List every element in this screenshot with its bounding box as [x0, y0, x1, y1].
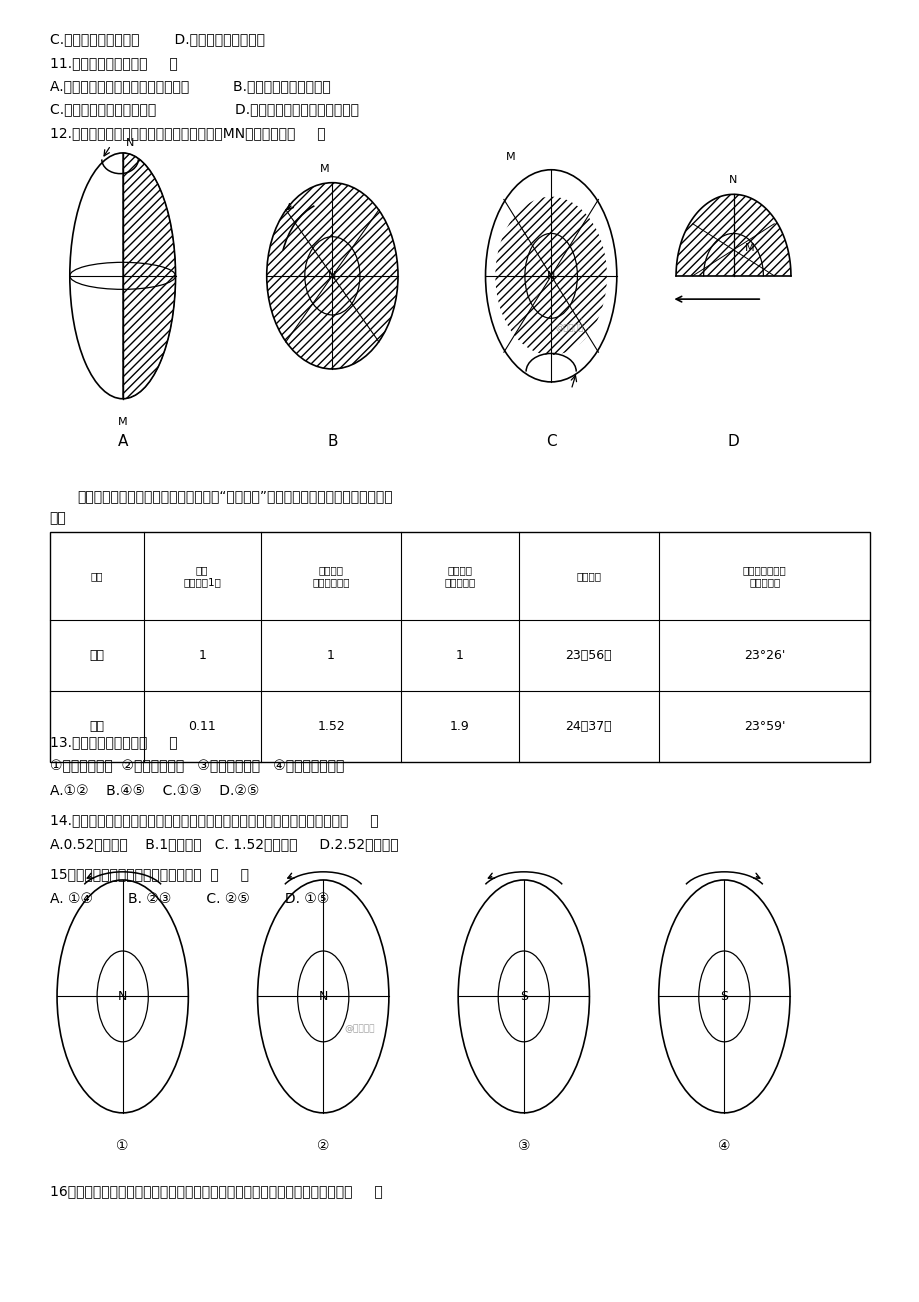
Text: 23°26': 23°26' — [743, 648, 785, 661]
Text: 1: 1 — [198, 648, 206, 661]
Text: ③: ③ — [517, 1139, 529, 1152]
Text: A. ①④        B. ②③        C. ②⑤        D. ①⑤: A. ①④ B. ②③ C. ②⑤ D. ①⑤ — [50, 892, 329, 906]
Text: 12.下面四幅图中所表示的自转方向正确，且MN为晨线的是（     ）: 12.下面四幅图中所表示的自转方向正确，且MN为晨线的是（ ） — [50, 126, 325, 139]
Text: A.0.52天文单位    B.1天文单位   C. 1.52天文单位     D.2.52天文单位: A.0.52天文单位 B.1天文单位 C. 1.52天文单位 D.2.52天文单… — [50, 837, 398, 852]
Text: 赤道面与轨道面
之间的交角: 赤道面与轨道面 之间的交角 — [742, 565, 786, 587]
Bar — [50, 533, 869, 762]
Text: 自转周期: 自转周期 — [576, 572, 601, 581]
Text: C: C — [545, 434, 556, 449]
Text: M: M — [505, 152, 515, 161]
Text: D: D — [727, 434, 739, 449]
Text: M: M — [118, 417, 128, 427]
Text: C.区时相同，日出时间不同                  D.自转线速度相同、角速度不同: C.区时相同，日出时间不同 D.自转线速度相同、角速度不同 — [50, 103, 358, 116]
Text: N: N — [328, 271, 336, 281]
Text: 火星的很多地理现象与地球相似，故有“袖珍地球”之称。结合火星和地球部分数据比: 火星的很多地理现象与地球相似，故有“袖珍地球”之称。结合火星和地球部分数据比 — [77, 490, 392, 504]
Text: 1.52: 1.52 — [317, 720, 345, 733]
Text: 0.11: 0.11 — [188, 720, 216, 733]
Text: ④: ④ — [718, 1139, 730, 1152]
Text: C.两边鐵轨磨损一样重        D.对两边鐵轨都无磨损: C.两边鐵轨磨损一样重 D.对两边鐵轨都无磨损 — [50, 33, 265, 47]
Text: 地球: 地球 — [89, 648, 104, 661]
Text: 1: 1 — [456, 648, 463, 661]
Text: 火星: 火星 — [89, 720, 104, 733]
Text: 13.与地球比较，火星（     ）: 13.与地球比较，火星（ ） — [50, 736, 177, 749]
Text: 23时56分: 23时56分 — [565, 648, 611, 661]
Text: N: N — [318, 990, 327, 1003]
Text: @正确教育: @正确教育 — [554, 323, 583, 332]
Text: M: M — [320, 164, 329, 173]
Text: S: S — [519, 990, 528, 1003]
Text: 24时37分: 24时37分 — [565, 720, 611, 733]
Text: @正确教育: @正确教育 — [344, 1025, 375, 1034]
Text: B: B — [327, 434, 337, 449]
Text: N: N — [547, 271, 555, 281]
Text: 23°59': 23°59' — [743, 720, 785, 733]
Text: M: M — [744, 242, 754, 253]
Text: A.①②    B.④⑤    C.①③    D.②⑤: A.①② B.④⑤ C.①③ D.②⑤ — [50, 784, 259, 798]
Text: S: S — [720, 990, 728, 1003]
Text: N: N — [729, 176, 737, 185]
Text: 质量
（地球为1）: 质量 （地球为1） — [183, 565, 221, 587]
Text: N: N — [118, 990, 127, 1003]
Text: 11.同一纬线上的各地（     ）: 11.同一纬线上的各地（ ） — [50, 56, 177, 70]
Text: 行星: 行星 — [90, 572, 103, 581]
Text: ①: ① — [117, 1139, 129, 1152]
Text: 16、下图中横坐标为地球自转线速度，四个地点按纬度由低到高的排列顺序是（     ）: 16、下图中横坐标为地球自转线速度，四个地点按纬度由低到高的排列顺序是（ ） — [50, 1184, 382, 1198]
Text: 较表: 较表 — [50, 512, 66, 525]
Text: ①表面温度更高  ②大气层更稀薄   ③没有春夏秋冬   ④一年的天数更多: ①表面温度更高 ②大气层更稀薄 ③没有春夏秋冬 ④一年的天数更多 — [50, 759, 344, 773]
Text: N: N — [125, 138, 133, 147]
Text: ②: ② — [317, 1139, 329, 1152]
Text: 公转周期
（地球年）: 公转周期 （地球年） — [444, 565, 475, 587]
Text: 距日远近
（天文单位）: 距日远近 （天文单位） — [312, 565, 349, 587]
Text: 1: 1 — [327, 648, 335, 661]
Text: A.昼夜长短相同，正午太阳高度不同          B.季节相同，地方时不同: A.昼夜长短相同，正午太阳高度不同 B.季节相同，地方时不同 — [50, 79, 330, 94]
Text: A: A — [118, 434, 128, 449]
Text: 15、下图中正确表示地球自转方向的是  （     ）: 15、下图中正确表示地球自转方向的是 （ ） — [50, 867, 248, 881]
Text: 14.火星虽为地球近邻，实际上路途非常遥远。地球到火星的最近距离大约为（     ）: 14.火星虽为地球近邻，实际上路途非常遥远。地球到火星的最近距离大约为（ ） — [50, 812, 378, 827]
Text: 1.9: 1.9 — [449, 720, 470, 733]
